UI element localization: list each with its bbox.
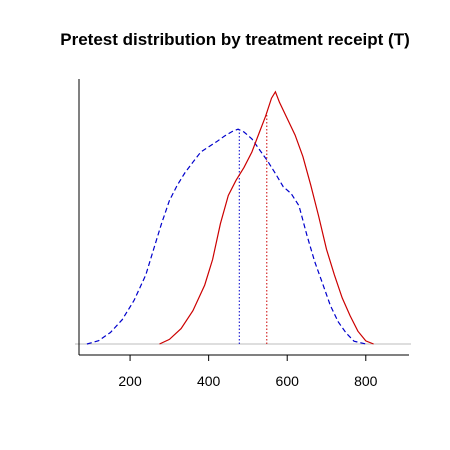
series-group xyxy=(86,90,374,345)
x-axis-ticks: 200 400 600 800 xyxy=(118,355,378,389)
x-tick-label: 400 xyxy=(197,373,221,389)
x-tick-label: 200 xyxy=(118,373,142,389)
x-tick-label: 800 xyxy=(354,373,378,389)
x-tick-label: 600 xyxy=(276,373,300,389)
solid-red-density-curve xyxy=(159,90,374,345)
dashed-blue-density-curve xyxy=(86,128,366,345)
chart-title: Pretest distribution by treatment receip… xyxy=(60,30,410,49)
